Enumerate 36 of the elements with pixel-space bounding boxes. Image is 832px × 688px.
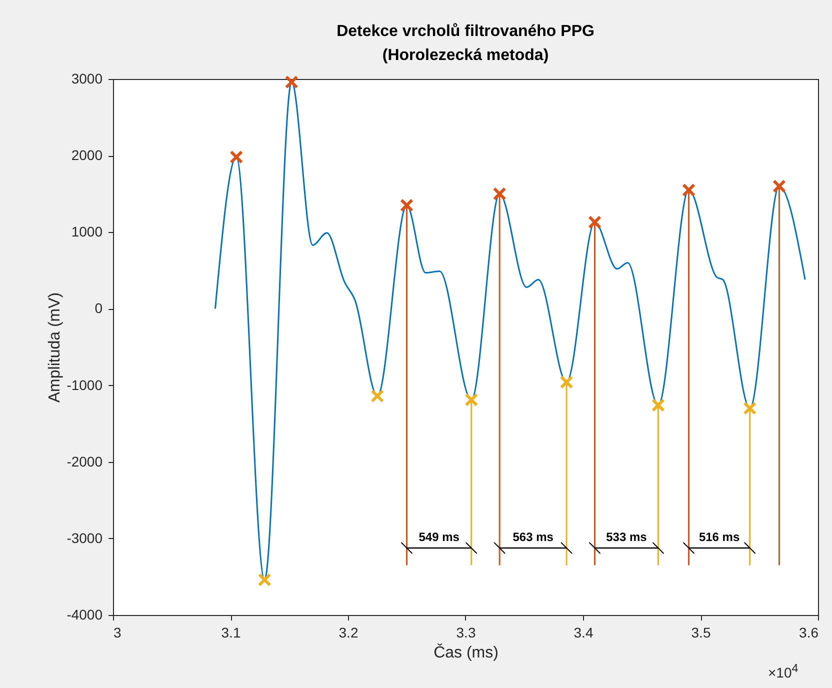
- point: [772, 179, 786, 193]
- x-tick-label: 3.1: [221, 624, 241, 640]
- y-tick-label: -2000: [66, 453, 103, 470]
- annotation: 516 ms: [698, 530, 740, 544]
- y-tick-label: 0: [94, 300, 103, 316]
- point: [651, 398, 665, 412]
- y-tick-label: 3000: [71, 70, 103, 86]
- x-axis-title: Čas (ms): [434, 644, 498, 662]
- x-tick-label: 3.3: [456, 624, 476, 640]
- annotation: 549 ms: [418, 530, 460, 544]
- point: [464, 393, 478, 407]
- x-tick-label: 3: [114, 624, 122, 640]
- point: [743, 402, 757, 415]
- x-tick-label: 3.6: [799, 624, 819, 640]
- x-tick-label: 3.2: [338, 624, 358, 640]
- y-tick-label: 2000: [71, 147, 103, 164]
- point: [682, 183, 696, 197]
- y-tick-label: -4000: [66, 606, 103, 622]
- text: ×10$^{4}$: [768, 662, 798, 681]
- point: [400, 198, 414, 212]
- annotation: 533 ms: [606, 530, 648, 544]
- point: [284, 75, 298, 89]
- y-axis-title: Amplituda (mV): [46, 292, 64, 403]
- chart-title: Detekce vrcholů filtrovaného PPG (Horolezecká metoda): [336, 22, 594, 64]
- point: [370, 389, 384, 403]
- x-tick-label: 3.4: [574, 624, 594, 640]
- point: [230, 150, 244, 164]
- point: [492, 187, 506, 201]
- point: [588, 215, 602, 229]
- point: [258, 573, 272, 587]
- y-tick-label: -1000: [66, 376, 103, 393]
- annotation: 563 ms: [512, 530, 554, 544]
- point: [560, 375, 574, 389]
- y-tick-label: 1000: [71, 224, 103, 240]
- y-tick-label: -3000: [66, 530, 103, 546]
- x-tick-label: 3.5: [691, 624, 711, 640]
